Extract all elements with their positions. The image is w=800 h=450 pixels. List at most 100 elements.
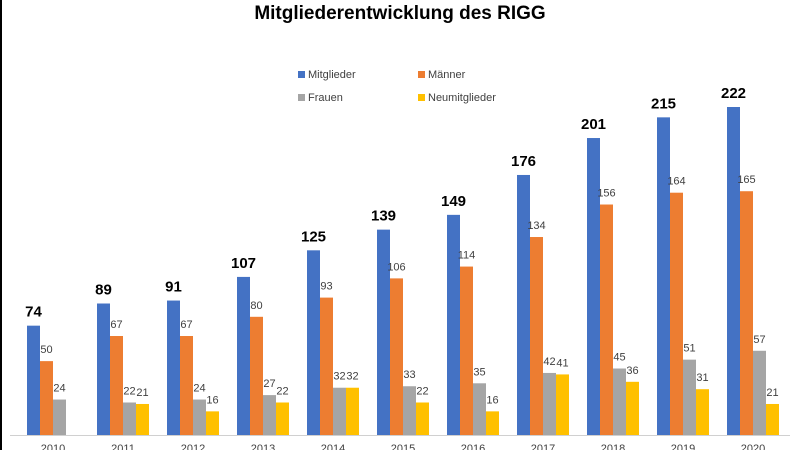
bar-mitglieder-2019 xyxy=(657,117,670,435)
bar-männer-2018 xyxy=(600,204,613,435)
data-label: 93 xyxy=(320,281,332,293)
bars xyxy=(27,107,779,435)
data-label: 222 xyxy=(721,85,746,102)
bar-frauen-2017 xyxy=(543,372,556,435)
legend-label: Mitglieder xyxy=(308,69,356,81)
legend-label: Neumitglieder xyxy=(428,92,496,104)
bar-frauen-2011 xyxy=(123,402,136,435)
data-label: 22 xyxy=(276,385,288,397)
bar-männer-2020 xyxy=(740,191,753,435)
bar-frauen-2014 xyxy=(333,387,346,435)
bar-männer-2019 xyxy=(670,192,683,435)
bar-frauen-2015 xyxy=(403,386,416,435)
x-axis-ticks: 2010 2011 2012 2013 2014 2015 2016 2017 2018 2019… xyxy=(41,443,765,450)
legend-swatch xyxy=(418,71,425,78)
bar-neumitglieder-2013 xyxy=(276,402,289,435)
bar-mitglieder-2011 xyxy=(97,303,110,435)
bar-mitglieder-2018 xyxy=(587,138,600,435)
data-label: 57 xyxy=(753,334,765,346)
x-tick-label: 2016 xyxy=(461,443,485,450)
bar-männer-2016 xyxy=(460,266,473,435)
data-label: 201 xyxy=(581,116,606,133)
legend-swatch xyxy=(418,94,425,101)
x-tick-label: 2017 xyxy=(531,443,555,450)
bar-frauen-2013 xyxy=(263,395,276,435)
bar-männer-2010 xyxy=(40,361,53,435)
data-label: 36 xyxy=(626,365,638,377)
data-label: 24 xyxy=(53,383,65,395)
x-tick-label: 2014 xyxy=(321,443,345,450)
data-label: 114 xyxy=(458,250,476,262)
data-label: 74 xyxy=(25,304,42,321)
bar-neumitglieder-2016 xyxy=(486,411,499,435)
data-label: 125 xyxy=(301,228,326,245)
data-label: 24 xyxy=(193,383,205,395)
data-label: 106 xyxy=(387,261,405,273)
data-label: 176 xyxy=(511,153,536,170)
bar-mitglieder-2020 xyxy=(727,107,740,435)
data-label: 165 xyxy=(737,174,755,186)
data-label: 31 xyxy=(696,372,708,384)
data-label: 22 xyxy=(123,385,135,397)
bar-mitglieder-2016 xyxy=(447,214,460,435)
bar-mitglieder-2013 xyxy=(237,276,250,435)
legend: Mitglieder Männer Frauen Neumitglieder xyxy=(298,69,496,104)
bar-männer-2012 xyxy=(180,336,193,435)
bar-frauen-2012 xyxy=(193,399,206,435)
data-label: 22 xyxy=(416,385,428,397)
bar-neumitglieder-2011 xyxy=(136,403,149,435)
data-label: 91 xyxy=(165,279,182,296)
x-tick-label: 2010 xyxy=(41,443,65,450)
data-label: 156 xyxy=(597,188,615,200)
legend-label: Frauen xyxy=(308,92,343,104)
bar-männer-2011 xyxy=(110,336,123,435)
x-tick-label: 2019 xyxy=(671,443,695,450)
data-label: 215 xyxy=(651,95,676,112)
data-label: 32 xyxy=(346,371,358,383)
bar-mitglieder-2017 xyxy=(517,174,530,435)
data-label: 89 xyxy=(95,282,112,299)
bar-neumitglieder-2019 xyxy=(696,389,709,435)
bar-neumitglieder-2018 xyxy=(626,381,639,435)
data-label: 107 xyxy=(231,255,256,272)
data-label: 21 xyxy=(136,387,148,399)
data-label: 16 xyxy=(206,394,218,406)
bar-neumitglieder-2020 xyxy=(766,403,779,435)
bar-männer-2015 xyxy=(390,278,403,435)
bar-männer-2014 xyxy=(320,297,333,435)
bar-frauen-2010 xyxy=(53,399,66,435)
data-label: 33 xyxy=(403,369,415,381)
legend-swatch xyxy=(298,94,305,101)
data-label: 35 xyxy=(473,366,485,378)
data-label: 67 xyxy=(180,319,192,331)
legend-label: Männer xyxy=(428,69,466,81)
bar-mitglieder-2012 xyxy=(167,300,180,435)
data-label: 42 xyxy=(543,356,555,368)
bar-frauen-2020 xyxy=(753,350,766,435)
data-label: 139 xyxy=(371,208,396,225)
x-tick-label: 2013 xyxy=(251,443,275,450)
x-tick-label: 2015 xyxy=(391,443,415,450)
bar-neumitglieder-2017 xyxy=(556,374,569,435)
data-label: 16 xyxy=(486,394,498,406)
x-tick-label: 2011 xyxy=(111,443,135,450)
data-label: 80 xyxy=(250,300,262,312)
x-tick-label: 2018 xyxy=(601,443,625,450)
data-label: 41 xyxy=(556,357,568,369)
data-label: 32 xyxy=(333,371,345,383)
data-label: 149 xyxy=(441,193,466,210)
bar-frauen-2018 xyxy=(613,368,626,435)
bar-neumitglieder-2012 xyxy=(206,411,219,435)
data-label: 50 xyxy=(40,344,52,356)
data-label: 51 xyxy=(683,343,695,355)
data-label: 134 xyxy=(527,220,545,232)
bar-frauen-2019 xyxy=(683,359,696,435)
data-label: 27 xyxy=(263,378,275,390)
data-label: 21 xyxy=(766,387,778,399)
data-label: 67 xyxy=(110,319,122,331)
legend-swatch xyxy=(298,71,305,78)
bar-männer-2013 xyxy=(250,316,263,435)
